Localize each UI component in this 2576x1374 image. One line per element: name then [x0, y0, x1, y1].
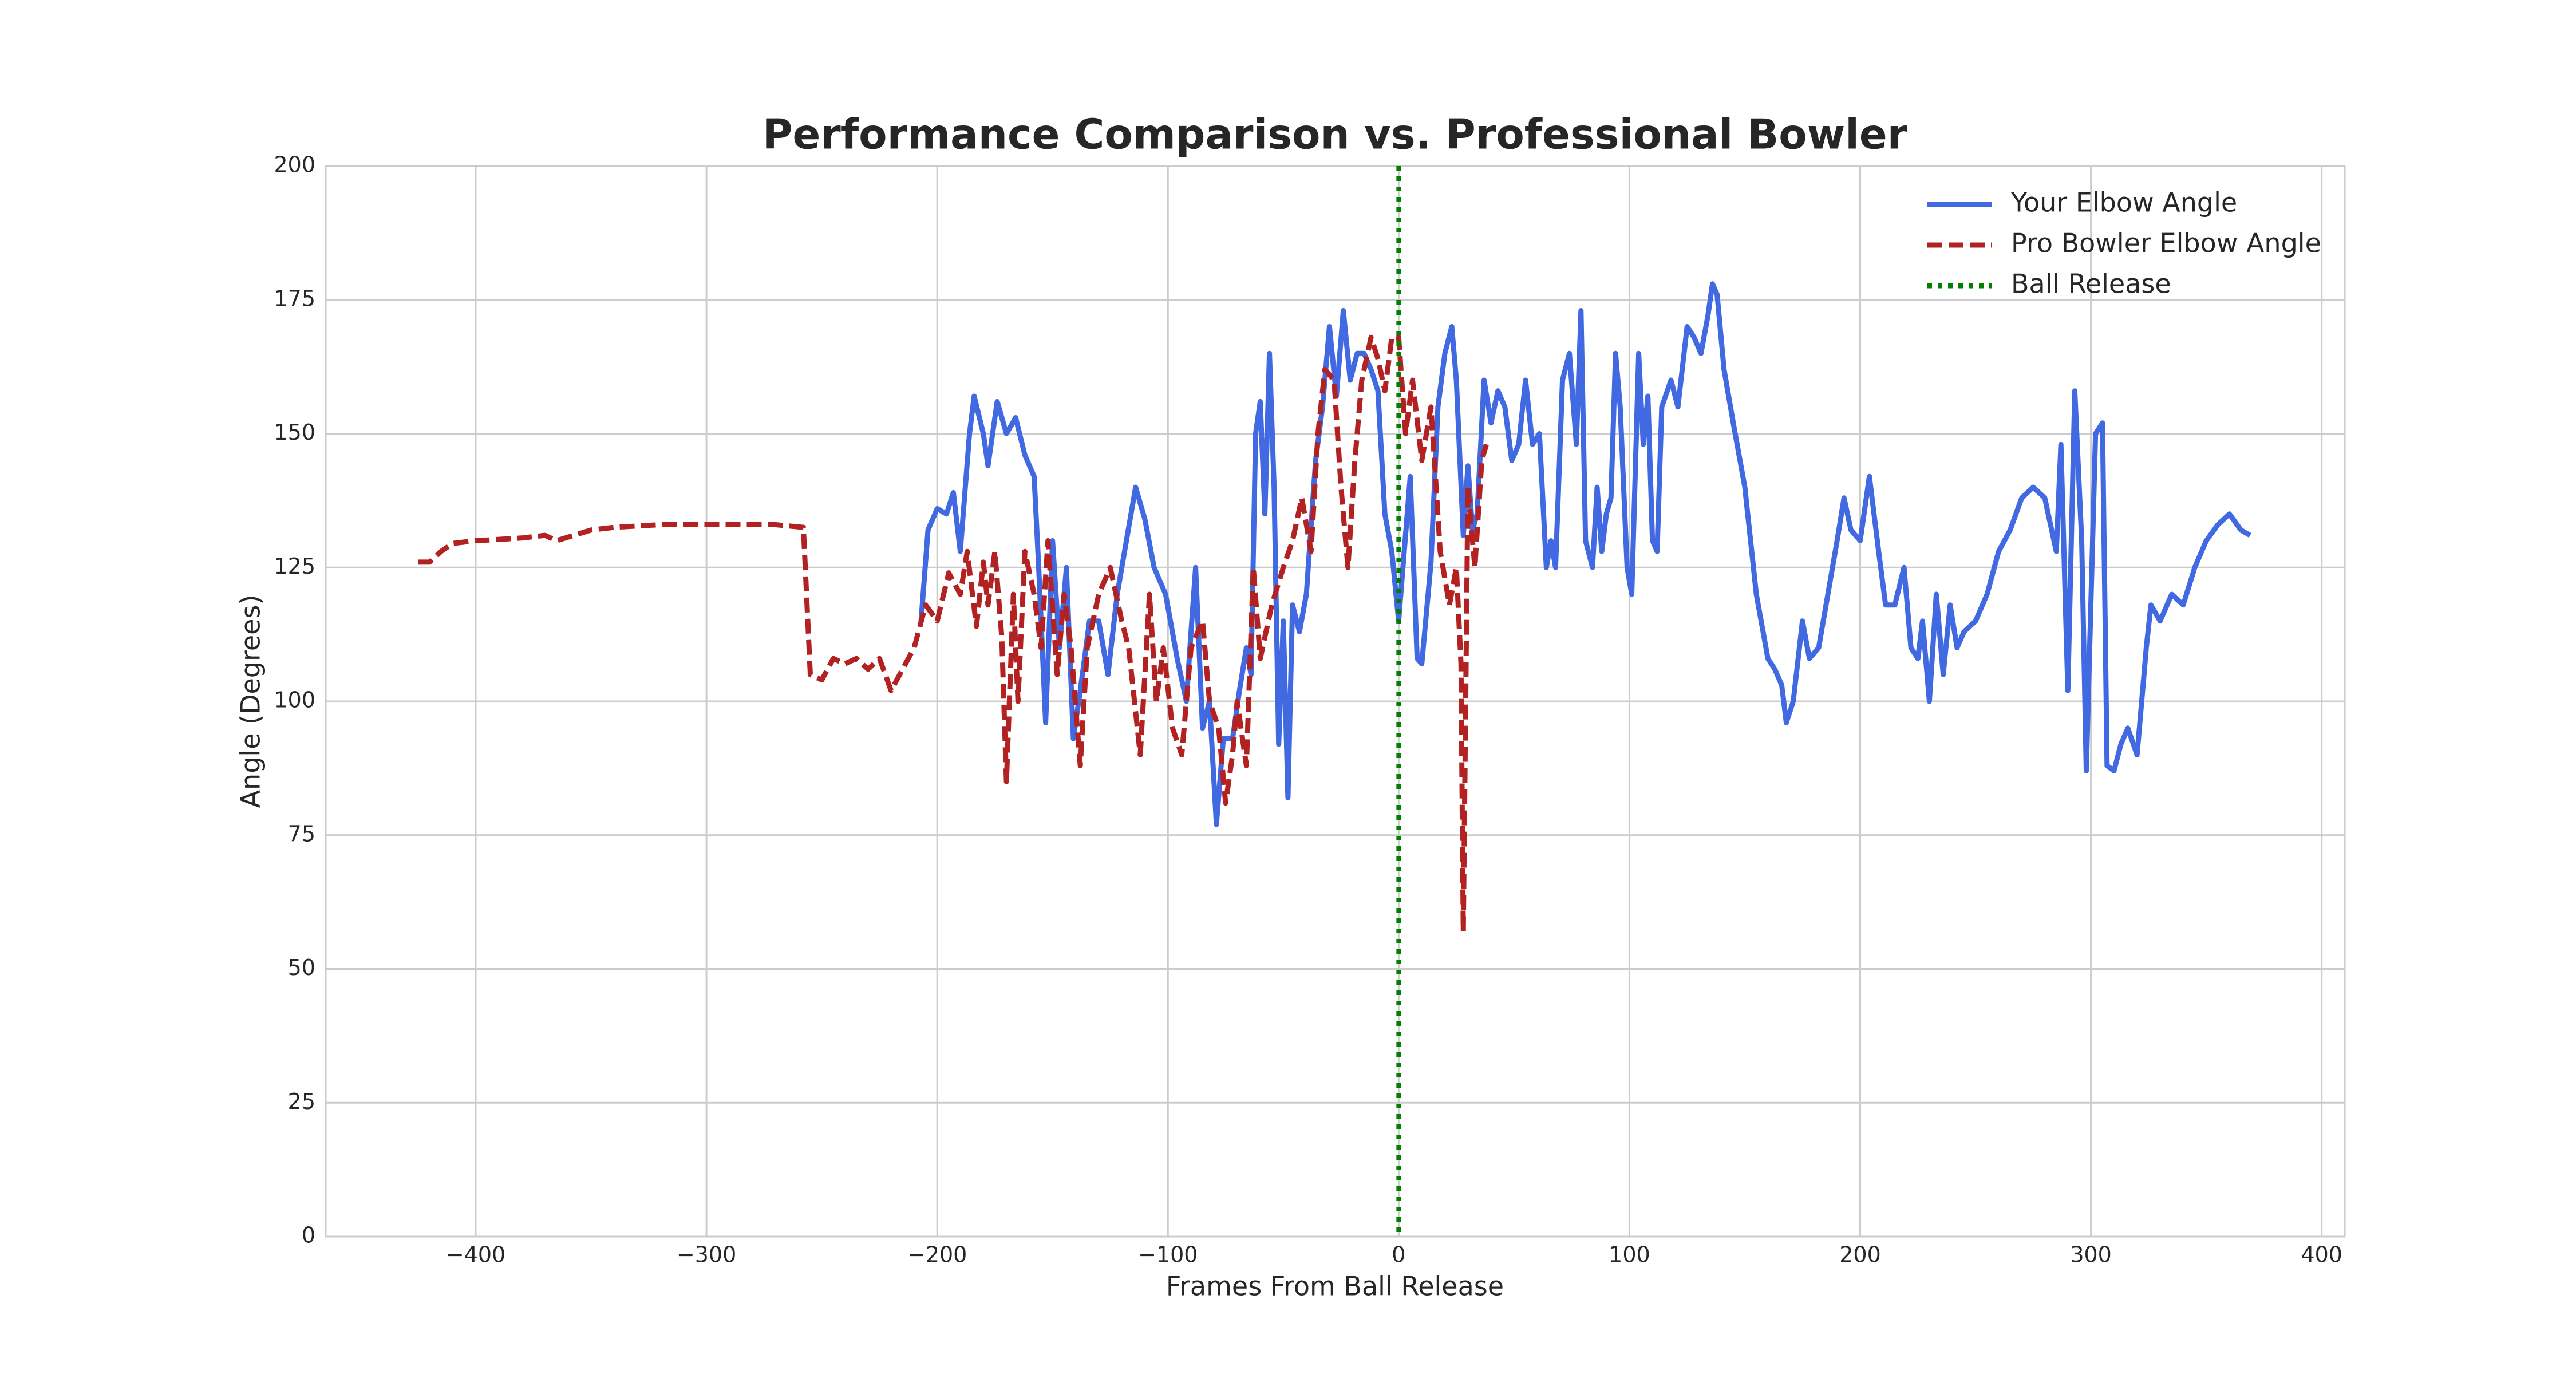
x-tick-label: −100 [1138, 1242, 1198, 1268]
x-tick-label: 0 [1392, 1242, 1405, 1268]
y-tick-label: 25 [288, 1089, 315, 1114]
x-tick-label: −400 [446, 1242, 505, 1268]
data-line [418, 334, 1489, 934]
y-tick-label: 200 [274, 152, 315, 177]
legend-label: Your Elbow Angle [2010, 187, 2237, 218]
y-tick-label: 0 [302, 1223, 315, 1248]
y-tick-label: 100 [274, 688, 315, 713]
x-tick-label: −200 [907, 1242, 967, 1268]
y-tick-label: 50 [288, 955, 315, 980]
y-axis-label: Angle (Degrees) [235, 595, 266, 808]
legend-label: Ball Release [2011, 269, 2171, 299]
x-tick-label: 300 [2070, 1242, 2112, 1268]
y-tick-label: 150 [274, 420, 315, 445]
legend-label: Pro Bowler Elbow Angle [2011, 228, 2321, 259]
x-tick-label: 100 [1609, 1242, 1650, 1268]
x-tick-label: −300 [677, 1242, 736, 1268]
x-axis-label: Frames From Ball Release [1166, 1271, 1504, 1302]
plot-border [325, 165, 2346, 1238]
y-tick-label: 125 [274, 554, 315, 579]
y-tick-label: 175 [274, 286, 315, 311]
data-line [918, 281, 2251, 827]
y-tick-label: 75 [288, 821, 315, 846]
x-tick-label: 200 [1839, 1242, 1881, 1268]
chart-title: Performance Comparison vs. Professional … [762, 110, 1908, 159]
x-tick-label: 400 [2301, 1242, 2342, 1268]
